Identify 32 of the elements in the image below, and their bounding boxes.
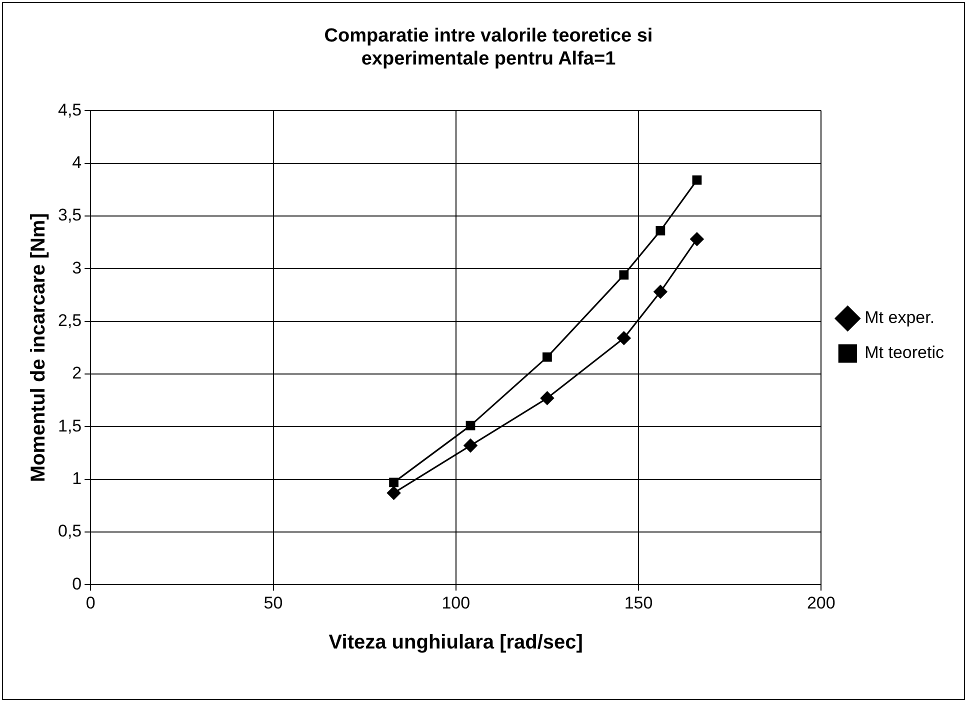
legend-label: Mt teoretic <box>864 343 944 362</box>
y-tick-label: 2,5 <box>58 310 82 330</box>
x-tick-label: 200 <box>806 593 836 612</box>
y-tick-label: 4 <box>72 152 82 172</box>
y-tick-label: 1 <box>72 468 82 488</box>
y-tick-label: 3,5 <box>58 206 82 225</box>
point <box>619 270 629 280</box>
point <box>656 226 666 236</box>
point <box>464 438 478 452</box>
point <box>389 478 398 488</box>
y-tick-label: 1,5 <box>58 416 82 436</box>
x-tick-label: 150 <box>624 593 653 612</box>
y-tick-label: 4,5 <box>58 100 82 120</box>
chart-title: Comparatie intre valorile teoretice si experimentale pentru Alfa=1 <box>324 26 653 70</box>
y-tick-label: 2 <box>72 364 82 383</box>
point <box>654 284 668 299</box>
y-axis-title: Momentul de incarcare [Nm] <box>28 213 50 482</box>
x-axis-title: Viteza unghiulara [rad/sec] <box>328 632 583 654</box>
point <box>466 420 476 430</box>
legend-label: Mt exper. <box>864 308 935 328</box>
point <box>690 232 704 246</box>
y-tick-label: 0,5 <box>58 522 82 541</box>
x-tick-label: 0 <box>86 593 96 612</box>
point <box>386 486 401 500</box>
point <box>617 331 631 345</box>
y-tick-label: 3 <box>72 258 82 278</box>
x-tick-label: 100 <box>442 593 470 612</box>
point <box>540 391 554 405</box>
x-tick-label: 50 <box>264 593 283 612</box>
point <box>692 175 702 185</box>
point <box>542 352 552 362</box>
y-tick-label: 0 <box>72 574 82 594</box>
